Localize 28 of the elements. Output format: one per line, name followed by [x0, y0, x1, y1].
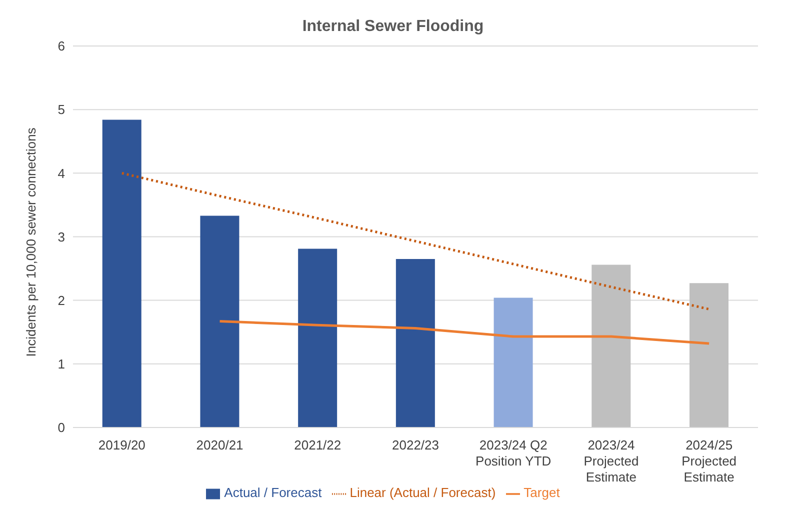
legend-label: Actual / Forecast: [224, 485, 322, 500]
y-tick-label: 1: [58, 356, 65, 372]
x-tick-label: 2024/25 Projected Estimate: [682, 437, 737, 484]
bar: [592, 264, 631, 428]
legend-label: Linear (Actual / Forecast): [350, 485, 496, 500]
line-series: [218, 320, 710, 345]
x-tick-label: 2021/22: [294, 437, 342, 452]
y-tick-label: 2: [58, 292, 65, 308]
y-tick-label: 0: [58, 420, 65, 436]
bar: [200, 216, 240, 428]
x-tick-label: 2019/20: [98, 437, 146, 452]
bar: [396, 258, 435, 428]
y-axis-title: Incidents per 10,000 sewer connections: [24, 127, 39, 357]
x-tick-label: 2020/21: [196, 437, 244, 452]
line-series: [120, 172, 710, 310]
y-tick-label: 3: [58, 229, 65, 244]
legend-label: Target: [524, 485, 560, 500]
y-tick-label: 6: [58, 38, 65, 54]
bar: [102, 120, 142, 428]
bar: [690, 283, 728, 428]
x-tick-label: 2022/23: [392, 437, 439, 452]
bar: [298, 248, 338, 428]
x-tick-label: 2023/24 Q2 Position YTD: [476, 437, 552, 468]
y-tick-label: 4: [58, 166, 65, 181]
chart-title: Internal Sewer Flooding: [301, 17, 485, 36]
y-tick-label: 5: [58, 102, 65, 118]
bar: [494, 298, 533, 428]
x-tick-label: 2023/24 Projected Estimate: [584, 437, 639, 484]
